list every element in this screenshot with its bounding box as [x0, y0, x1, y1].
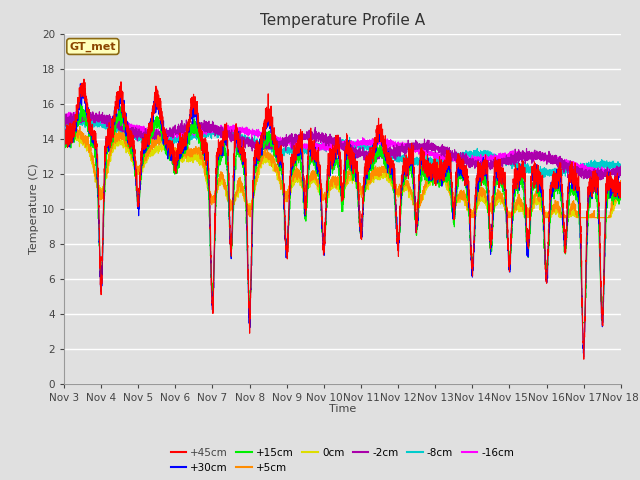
Title: Temperature Profile A: Temperature Profile A [260, 13, 425, 28]
Legend: +45cm, +30cm, +15cm, +5cm, 0cm, -2cm, -8cm, -16cm: +45cm, +30cm, +15cm, +5cm, 0cm, -2cm, -8… [166, 444, 518, 477]
X-axis label: Time: Time [329, 405, 356, 414]
Text: GT_met: GT_met [70, 41, 116, 52]
Y-axis label: Temperature (C): Temperature (C) [29, 163, 39, 254]
